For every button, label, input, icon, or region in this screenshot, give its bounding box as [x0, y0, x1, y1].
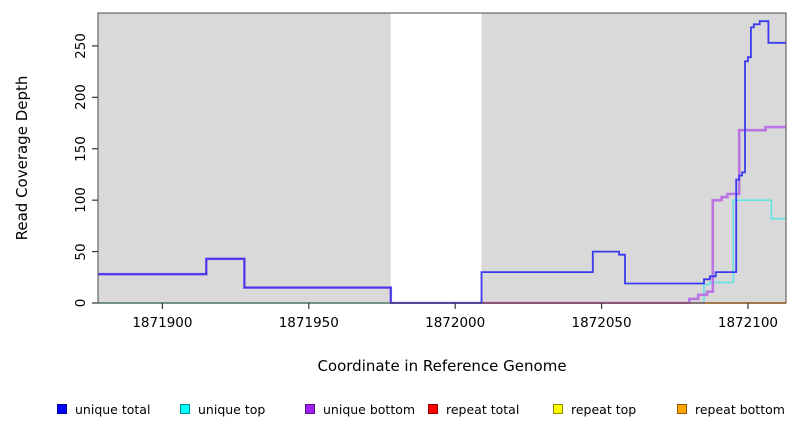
legend-item-repeat-bottom: repeat bottom	[677, 398, 785, 420]
plot-border	[97, 12, 787, 304]
legend-label: unique top	[198, 401, 266, 417]
legend-swatch-icon	[553, 404, 563, 414]
legend-swatch-icon	[180, 404, 190, 414]
legend-item-repeat-total: repeat total	[428, 398, 519, 420]
y-tick-label: 250	[73, 33, 89, 59]
masked-region	[390, 13, 482, 303]
legend-swatch-icon	[677, 404, 687, 414]
x-tick-label: 1872050	[571, 315, 632, 331]
legend-item-unique-top: unique top	[180, 398, 265, 420]
x-tick-label: 1872100	[717, 315, 778, 331]
legend-swatch-icon	[305, 404, 315, 414]
legend-swatch-icon	[428, 404, 438, 414]
y-axis-title: Read Coverage Depth	[13, 75, 31, 241]
coverage-plot-canvas	[92, 12, 787, 309]
legend-item-unique-bottom: unique bottom	[305, 398, 415, 420]
x-tick-label: 1872000	[425, 315, 486, 331]
y-tick-label: 50	[73, 242, 89, 261]
legend-item-repeat-top: repeat top	[553, 398, 636, 420]
legend: unique total unique top unique bottom repea…	[0, 398, 792, 424]
legend-label: repeat top	[571, 401, 637, 417]
legend-label: repeat total	[446, 401, 520, 417]
y-tick-label: 100	[73, 187, 89, 214]
y-tick-label: 150	[73, 135, 89, 162]
y-tick-label: 200	[73, 84, 89, 111]
legend-label: unique bottom	[323, 401, 416, 417]
legend-label: unique total	[75, 401, 151, 417]
legend-swatch-icon	[57, 404, 67, 414]
x-tick-label: 1871950	[278, 315, 339, 331]
x-axis-title: Coordinate in Reference Genome	[317, 357, 567, 375]
x-tick-label: 1871900	[132, 315, 193, 331]
legend-label: repeat bottom	[695, 401, 785, 417]
y-tick-label: 0	[73, 298, 89, 308]
legend-item-unique-total: unique total	[57, 398, 150, 420]
